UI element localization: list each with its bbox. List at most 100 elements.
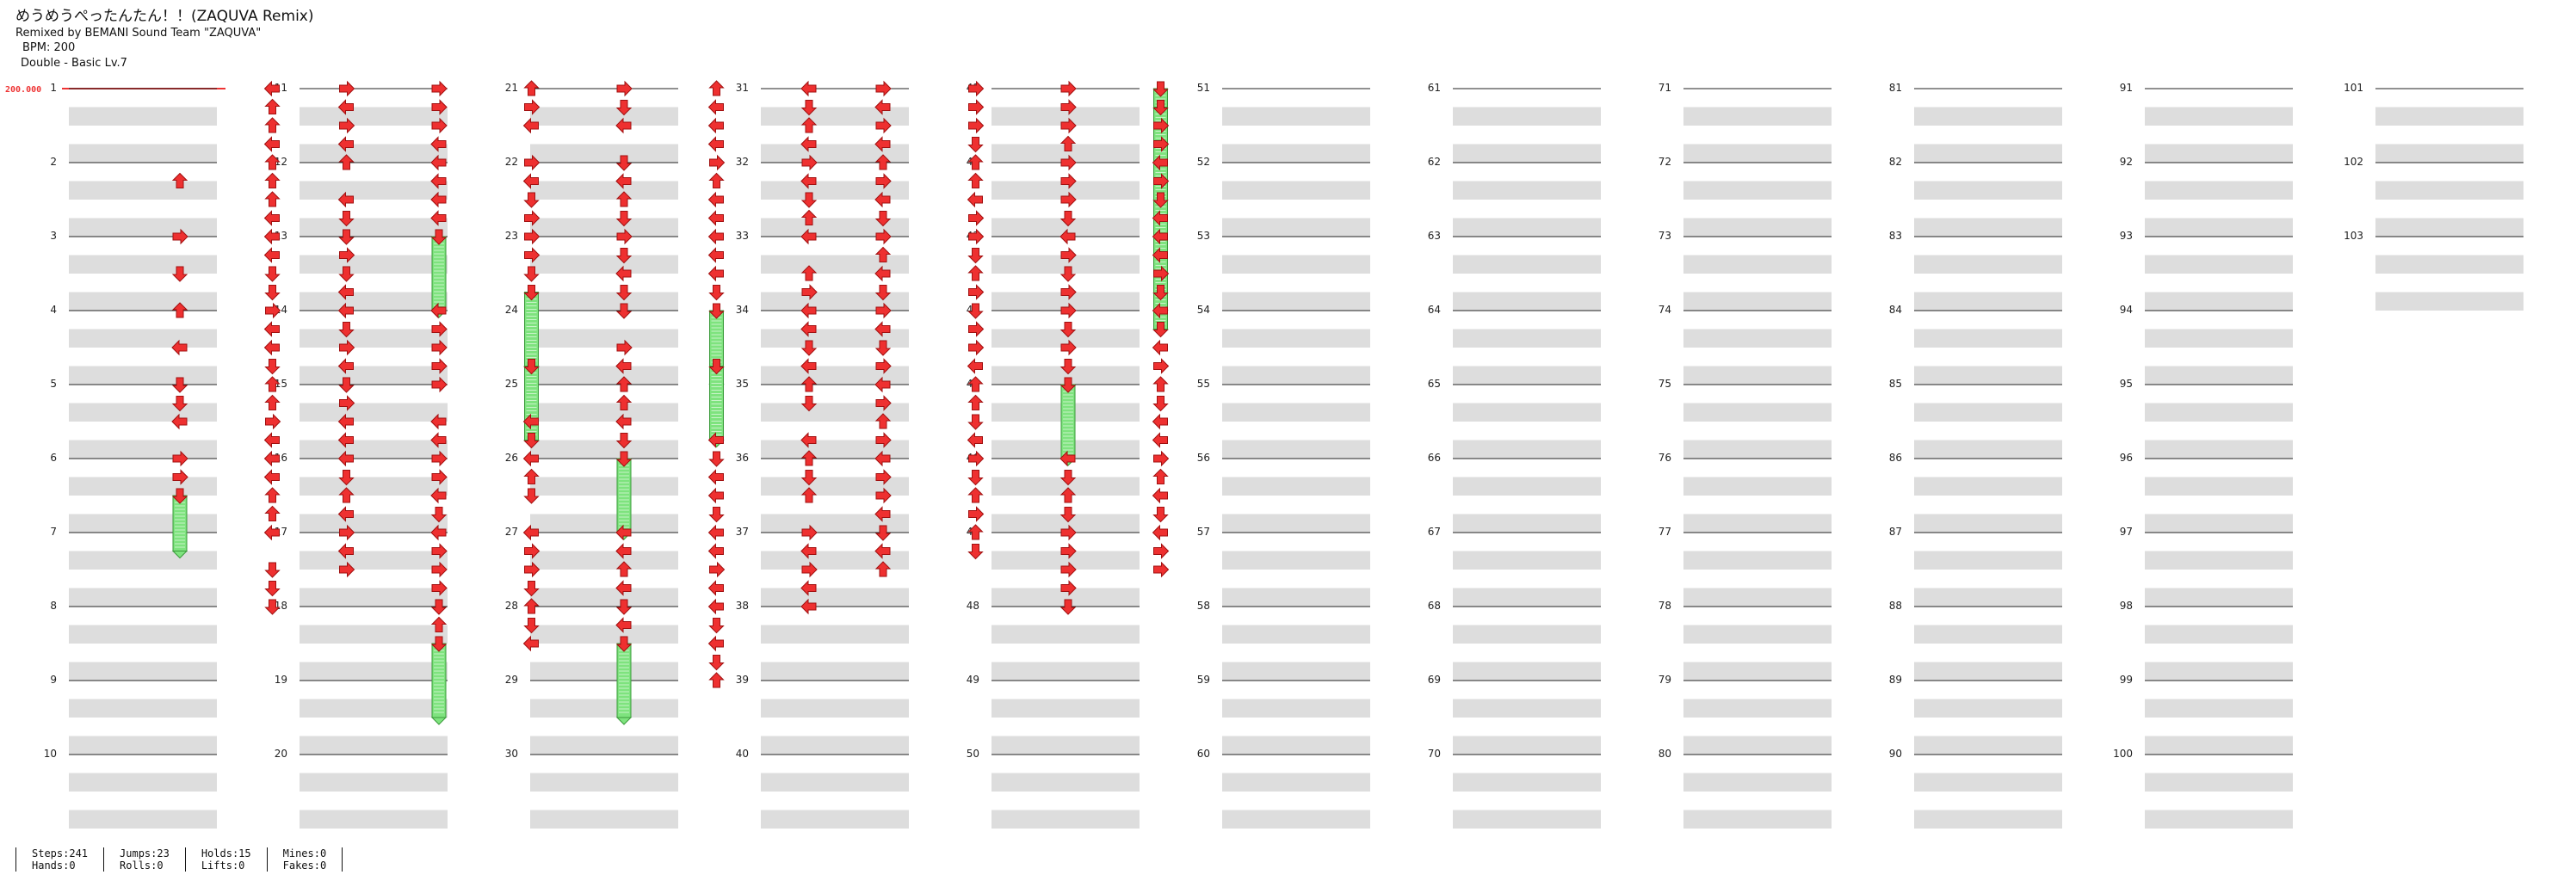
beat-band xyxy=(1914,107,2062,126)
song-title: めうめうぺったんたん！！(ZAQUVA Remix) xyxy=(15,8,314,25)
hold-note xyxy=(430,236,448,318)
beat-band xyxy=(2145,662,2293,681)
measure-number: 8 xyxy=(50,600,57,612)
measure: 47 xyxy=(967,526,1140,607)
measure: 37 xyxy=(736,526,909,607)
stat-box: Steps:241 Hands:0 xyxy=(15,847,103,872)
arrow-down-icon xyxy=(265,562,280,578)
measure: 38 xyxy=(736,600,909,681)
arrow-up-icon xyxy=(968,173,983,188)
beat-band xyxy=(1914,810,2062,829)
measure: 66 xyxy=(1428,452,1601,533)
measure: 75 xyxy=(1659,378,1832,459)
arrow-left-icon xyxy=(708,599,724,614)
arrow-down-icon xyxy=(265,266,280,282)
beat-band xyxy=(1453,255,1601,274)
stat-jumps: Jumps:23 xyxy=(120,847,170,859)
beat-band xyxy=(1914,181,2062,200)
arrow-left-icon xyxy=(264,322,280,336)
stat-fakes: Fakes:0 xyxy=(282,859,327,872)
beat-band xyxy=(530,218,678,237)
beat-band xyxy=(2145,144,2293,163)
beat-band xyxy=(1453,736,1601,755)
beat-band xyxy=(1683,736,1832,755)
beat-band xyxy=(1914,329,2062,348)
arrow-up-icon xyxy=(968,395,983,410)
arrow-left-icon xyxy=(1152,525,1168,540)
beat-band xyxy=(1683,218,1832,237)
measure-number: 36 xyxy=(736,452,749,464)
beat-band xyxy=(991,662,1140,681)
beat-band xyxy=(2375,218,2523,237)
arrow-right-icon xyxy=(875,81,892,96)
arrow-left-icon xyxy=(708,211,724,225)
measure: 81 xyxy=(1889,82,2062,163)
beat-band xyxy=(1914,292,2062,311)
measure: 43 xyxy=(967,230,1140,311)
arrow-down-icon xyxy=(265,285,280,300)
measure-number: 26 xyxy=(505,452,518,464)
measure: 44 xyxy=(967,304,1140,385)
measure: 60 xyxy=(1197,748,1370,829)
arrow-right-icon xyxy=(968,100,984,114)
beat-band xyxy=(69,329,217,348)
arrow-up-icon xyxy=(265,395,280,410)
measure-number: 103 xyxy=(2344,230,2363,242)
measure-number: 25 xyxy=(505,378,518,390)
arrow-up-icon xyxy=(265,117,280,133)
measure-number: 75 xyxy=(1659,378,1671,390)
measure: 42 xyxy=(967,156,1140,237)
measure-number: 70 xyxy=(1428,748,1441,760)
measure: 100 xyxy=(2113,748,2293,829)
measure: 26 xyxy=(505,452,678,533)
arrow-left-icon xyxy=(264,433,280,447)
arrow-down-icon xyxy=(709,285,724,300)
beat-band xyxy=(1222,329,1370,348)
measure: 71 xyxy=(1659,82,1832,163)
arrow-down-icon xyxy=(709,451,724,467)
beat-band xyxy=(69,514,217,533)
beat-band xyxy=(2145,329,2293,348)
stat-box: Jumps:23 Rolls:0 xyxy=(103,847,185,872)
beat-band xyxy=(69,107,217,126)
beat-band xyxy=(1222,403,1370,422)
stat-mines: Mines:0 xyxy=(282,847,327,859)
measure: 32 xyxy=(736,156,909,237)
arrow-left-icon xyxy=(1152,433,1168,447)
beat-band xyxy=(530,292,678,311)
measure: 46 xyxy=(967,452,1140,533)
hold-note xyxy=(171,495,188,559)
measure: 55 xyxy=(1197,378,1370,459)
measure-number: 33 xyxy=(736,230,749,242)
measure: 6 xyxy=(50,452,217,533)
measure: 86 xyxy=(1889,452,2062,533)
beat-band xyxy=(69,403,217,422)
arrow-right-icon xyxy=(1153,451,1169,466)
hold-note xyxy=(430,643,448,725)
arrow-right-icon xyxy=(968,118,984,133)
beat-band xyxy=(1222,810,1370,829)
arrow-up-icon xyxy=(265,99,280,114)
arrow-right-icon xyxy=(1153,562,1169,577)
measure-number: 52 xyxy=(1197,156,1210,168)
measure: 102 xyxy=(2344,156,2523,237)
beat-band xyxy=(530,144,678,163)
measure: 8 xyxy=(50,600,217,681)
beat-band xyxy=(991,292,1140,311)
measure: 28 xyxy=(505,600,678,681)
measure-number: 74 xyxy=(1659,304,1671,316)
measure-number: 32 xyxy=(736,156,749,168)
measure-number: 3 xyxy=(50,230,57,242)
measure-number: 4 xyxy=(50,304,57,316)
beat-band xyxy=(1453,292,1601,311)
beat-band xyxy=(1683,810,1832,829)
beat-band xyxy=(1683,588,1832,607)
measure: 15 xyxy=(275,378,448,459)
measure: 70 xyxy=(1428,748,1601,829)
arrow-right-icon xyxy=(1153,544,1169,558)
measure-number: 99 xyxy=(2120,674,2133,686)
arrow-left-icon xyxy=(708,488,724,503)
measure: 23 xyxy=(505,230,678,311)
beat-band xyxy=(1453,810,1601,829)
